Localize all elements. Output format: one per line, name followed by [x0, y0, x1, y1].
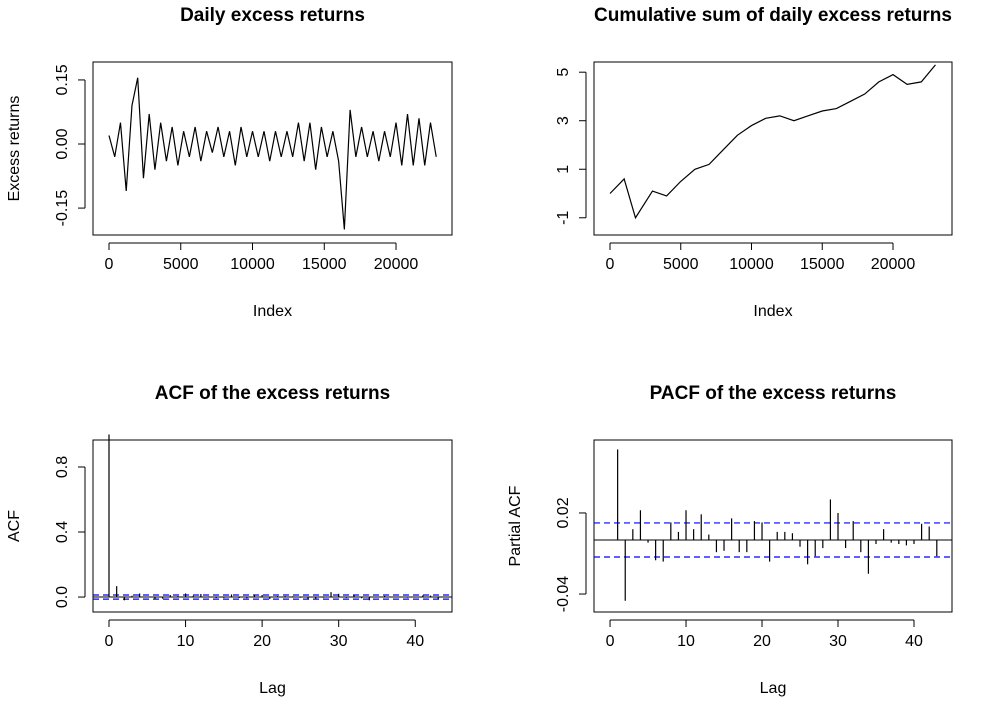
x-tick-label: 0: [105, 633, 114, 650]
x-tick-label: 20000: [374, 256, 419, 273]
series-line: [609, 64, 936, 220]
x-tick-label: 20000: [871, 256, 916, 273]
y-tick-label: -0.04: [555, 576, 572, 613]
x-axis-label: Lag: [259, 680, 286, 697]
y-axis-label: Excess returns: [6, 96, 23, 202]
x-axis-label: Index: [253, 303, 292, 320]
x-tick-label: 10: [677, 633, 695, 650]
y-tick-label: 0.00: [54, 128, 71, 159]
panel-title: Daily excess returns: [180, 5, 365, 26]
x-tick-label: 20: [253, 633, 271, 650]
plot-box: [92, 61, 453, 236]
x-axis-label: Lag: [760, 680, 787, 697]
y-axis-label: Partial ACF: [507, 485, 524, 566]
plot-box: [92, 439, 453, 613]
x-tick-label: 5000: [163, 256, 199, 273]
y-tick-label: -0.15: [54, 190, 71, 227]
x-tick-label: 20: [753, 633, 771, 650]
y-tick-label: 0.4: [54, 521, 71, 543]
y-tick-label: 0.0: [54, 586, 71, 608]
x-tick-label: 15000: [302, 256, 347, 273]
plot-box: [593, 61, 953, 236]
x-tick-label: 0: [606, 256, 615, 273]
y-tick-label: 3: [555, 116, 572, 125]
x-tick-label: 10000: [230, 256, 275, 273]
x-tick-label: 5000: [663, 256, 699, 273]
panel-title: Cumulative sum of daily excess returns: [594, 5, 952, 26]
x-tick-label: 10: [177, 633, 195, 650]
y-tick-label: 0.02: [555, 497, 572, 528]
x-tick-label: 40: [905, 633, 923, 650]
y-tick-label: 5: [555, 68, 572, 77]
x-tick-label: 10000: [729, 256, 774, 273]
x-tick-label: 0: [105, 256, 114, 273]
x-tick-label: 40: [406, 633, 424, 650]
y-tick-label: -1: [555, 211, 572, 225]
plot-box: [593, 439, 953, 613]
series-line: [108, 77, 437, 230]
x-tick-label: 30: [829, 633, 847, 650]
y-tick-label: 1: [555, 165, 572, 174]
x-tick-label: 30: [330, 633, 348, 650]
x-tick-label: 15000: [800, 256, 845, 273]
y-tick-label: 0.15: [54, 64, 71, 95]
x-axis-label: Index: [753, 303, 792, 320]
y-tick-label: 0.8: [54, 456, 71, 478]
x-tick-label: 0: [606, 633, 615, 650]
y-axis-label: ACF: [6, 510, 23, 542]
panel-title: ACF of the excess returns: [155, 383, 390, 404]
panel-title: PACF of the excess returns: [650, 383, 897, 404]
